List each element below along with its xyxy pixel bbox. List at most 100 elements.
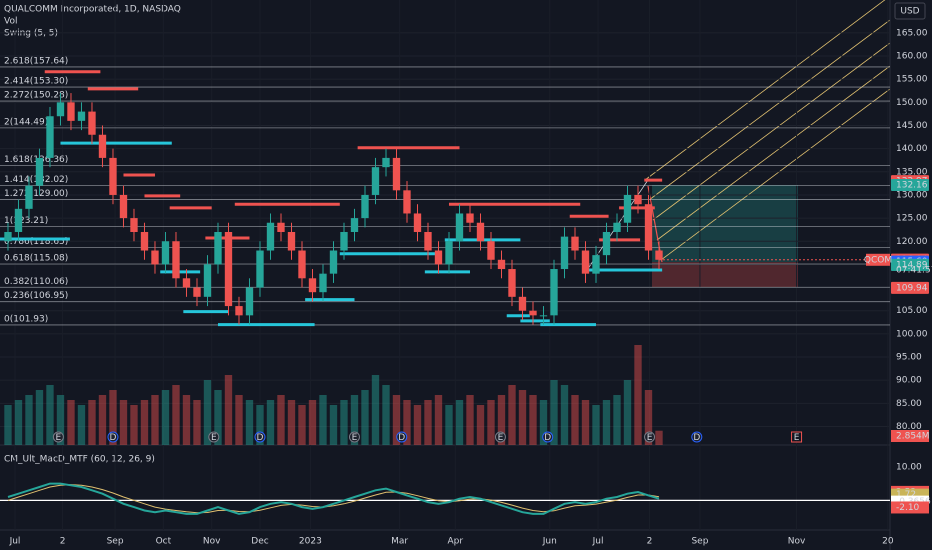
pitchfork-line [656, 65, 891, 241]
volume-bar [182, 395, 191, 445]
x-tick-label: Apr [448, 537, 464, 547]
volume-bar [571, 395, 579, 445]
price-tag [891, 178, 929, 191]
volume-bar [392, 395, 401, 445]
candle-body [508, 269, 516, 297]
candle-body [14, 208, 23, 232]
x-tick-label: Oct [156, 537, 172, 547]
volume-bar [245, 400, 254, 445]
volume-bar [623, 380, 632, 445]
fib-label: 1.272(129.00) [4, 189, 68, 199]
volume-bar [508, 385, 516, 445]
volume-bar [529, 395, 537, 445]
candle-body [140, 231, 149, 251]
macd-title: CM_Ult_MacD_MTF (60, 12, 26, 9) [4, 455, 155, 465]
volume-bar [518, 390, 527, 445]
volume-bar [497, 395, 506, 445]
price-tag-label: 114.89 [896, 260, 928, 270]
macd-tick-label: 10.00 [896, 462, 922, 472]
event-marker [107, 431, 119, 443]
candle-body [350, 218, 359, 232]
candle-body [277, 222, 285, 232]
x-tick-label: Jun [542, 537, 557, 547]
volume-bar [550, 380, 558, 445]
y-tick-label: 130.00 [896, 190, 928, 200]
profit-zone [652, 185, 798, 262]
indicator-label: Vol [4, 17, 17, 27]
event-label: E [352, 433, 358, 443]
fib-label: 1(123.21) [4, 216, 48, 226]
event-label: E [794, 433, 800, 443]
volume-bar [602, 400, 611, 445]
candle-body [602, 231, 611, 256]
fib-label: 0(101.93) [4, 314, 48, 324]
event-label: D [257, 433, 264, 443]
loss-zone [652, 262, 798, 288]
y-tick-label: 100.00 [896, 329, 928, 339]
fib-label: 2(144.49) [4, 117, 48, 127]
candle-body [308, 278, 317, 293]
currency[interactable]: USD [900, 7, 919, 17]
macd-tag-label: 1.72 [896, 490, 916, 500]
x-tick-label: 2 [647, 537, 653, 547]
volume-bar [256, 405, 264, 445]
volume-bar [151, 395, 159, 445]
candle-body [67, 102, 75, 121]
volume-bar [287, 400, 296, 445]
candle-body [560, 236, 569, 270]
candle-body [109, 157, 117, 195]
candle-body [119, 194, 128, 219]
x-tick-label: Mar [391, 537, 408, 547]
candle-body [214, 231, 222, 265]
volume-bar [4, 405, 12, 445]
volume-bar [455, 400, 464, 445]
volume-bar [445, 405, 453, 445]
candle-body [287, 231, 296, 251]
candle-body [539, 315, 548, 317]
volume-bar [644, 390, 653, 445]
y-tick-label: 90.00 [896, 376, 922, 386]
fib-label: 2.414(153.30) [4, 77, 68, 87]
volume-bar [403, 400, 411, 445]
volume-bar [140, 400, 149, 445]
macd-macd [7, 482, 660, 515]
volume-tag-label: 2.854M [896, 432, 930, 442]
y-tick-label: 155.00 [896, 75, 928, 85]
fib-label: 0.618(115.08) [4, 254, 68, 264]
countdown: 07:41:57 [896, 265, 932, 275]
pitchfork-line [644, 0, 886, 181]
volume-bar [592, 405, 600, 445]
candle-body [476, 222, 485, 242]
volume-bar [319, 395, 327, 445]
fib-label: 0.786(118.65) [4, 237, 68, 247]
arrow-line [647, 185, 663, 263]
pitchfork-line [648, 19, 891, 201]
indicator-label: Swing (5, 5) [4, 29, 58, 39]
candle-body [403, 190, 411, 214]
volume-bar [172, 385, 180, 445]
volume-bar [371, 375, 380, 445]
volume-bar [266, 400, 275, 445]
price-tag [891, 258, 929, 271]
event-marker [348, 431, 360, 443]
candle-body [256, 250, 264, 288]
candle-body [340, 231, 348, 251]
candle-body [424, 231, 432, 251]
volume-bar [634, 345, 642, 445]
candle-body [623, 194, 632, 223]
y-tick-label: 165.00 [896, 28, 928, 38]
candle-body [56, 102, 65, 117]
price-tag-label: 132.16 [896, 180, 928, 190]
candle-body [455, 213, 464, 242]
event-marker [542, 431, 554, 443]
volume-bar [88, 400, 96, 445]
candle-body [529, 310, 537, 316]
candle-body [130, 218, 138, 232]
volume-bar [203, 380, 212, 445]
candle-body [161, 241, 170, 265]
y-tick-label: 140.00 [896, 144, 928, 154]
x-tick-label: 20 [882, 537, 894, 547]
event-label: E [647, 433, 653, 443]
currency-box[interactable] [894, 2, 926, 20]
